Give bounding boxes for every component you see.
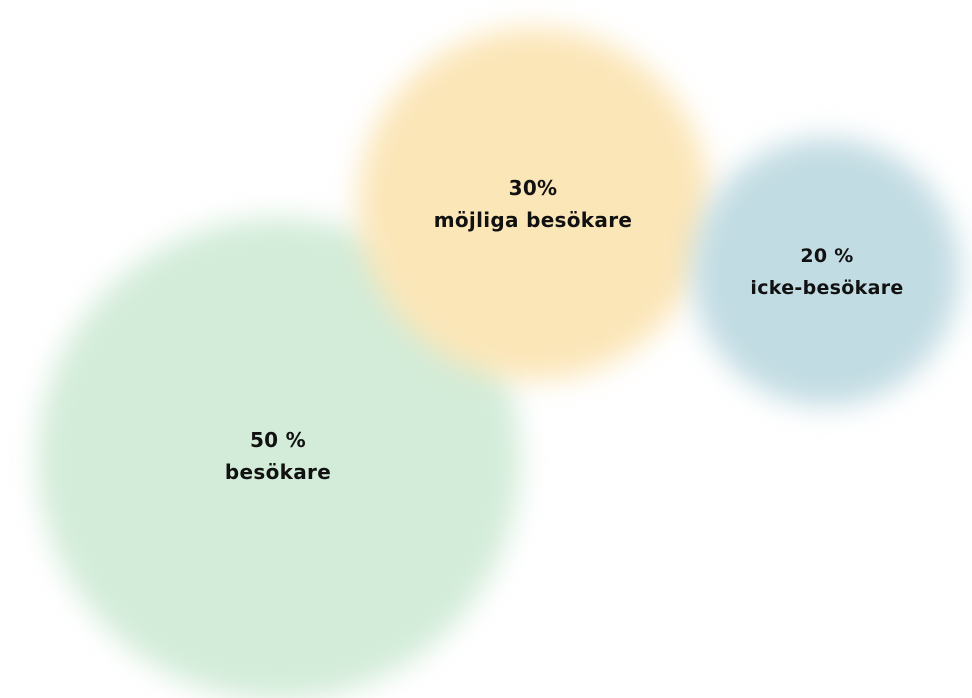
label-icke-besokare: 20 % icke-besökare [727, 240, 927, 304]
percent-besokare: 50 % [249, 428, 307, 452]
name-icke-besokare: icke-besökare [750, 277, 904, 299]
bubble-mojliga-besokare [358, 28, 710, 380]
name-mojliga-besokare: möjliga besökare [433, 208, 633, 232]
label-besokare: 50 % besökare [178, 424, 378, 488]
label-mojliga-besokare: 30% möjliga besökare [413, 172, 653, 236]
bubble-icke-besokare [692, 138, 960, 406]
percent-icke-besokare: 20 % [800, 245, 854, 267]
name-besokare: besökare [224, 460, 332, 484]
percent-mojliga-besokare: 30% [508, 176, 558, 200]
